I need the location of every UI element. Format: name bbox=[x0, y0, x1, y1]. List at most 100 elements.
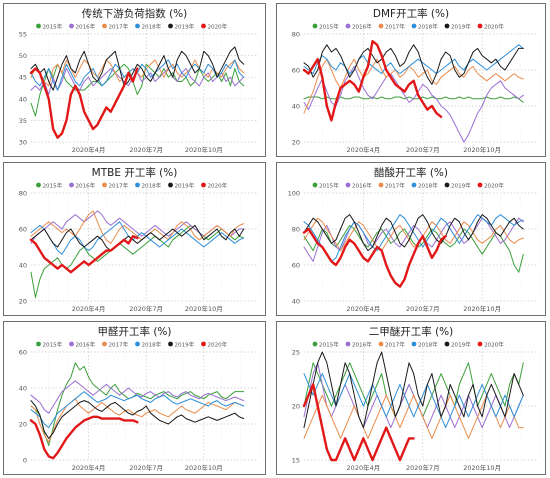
y-tick-label: 60 bbox=[292, 67, 300, 75]
legend-item: 2018年 bbox=[411, 182, 438, 190]
legend-item: 2020年 bbox=[477, 23, 504, 31]
legend-item: 2016年 bbox=[345, 341, 372, 349]
y-tick-label: 40 bbox=[292, 298, 300, 306]
series-line-2015年 bbox=[30, 63, 245, 117]
legend-item: 2017年 bbox=[102, 182, 129, 190]
legend-marker bbox=[102, 182, 107, 188]
y-tick-label: 0 bbox=[23, 457, 27, 465]
legend-marker bbox=[312, 341, 318, 347]
legend-item: 2018年 bbox=[411, 23, 438, 31]
x-tick-label: 2020年10月 bbox=[185, 145, 223, 154]
chart-panel-dimethyl-ether-operating-rate: 二甲醚开工率 (%) 2015年 2016年 2017年 2018年 2019年 2020年… bbox=[276, 321, 546, 475]
series-line-2017年 bbox=[303, 217, 524, 252]
legend-label: 2020年 bbox=[484, 341, 504, 349]
legend-label: 2018年 bbox=[418, 23, 438, 31]
y-tick-label: 20 bbox=[292, 139, 300, 147]
series-line-2018年 bbox=[303, 214, 524, 262]
x-tick-label: 2020年4月 bbox=[347, 304, 381, 313]
legend-item: 2019年 bbox=[444, 23, 471, 31]
chart-svg: MTBE 开工率 (%)2015年 2016年 2017年 2018年 2019年 202… bbox=[19, 166, 261, 313]
series-line-2020年 bbox=[29, 234, 139, 274]
legend-marker bbox=[411, 182, 417, 188]
legend-marker bbox=[345, 23, 351, 29]
legend-label: 2016年 bbox=[352, 23, 372, 31]
legend-item: 2017年 bbox=[102, 23, 129, 31]
y-tick-label: 80 bbox=[19, 190, 27, 198]
y-tick-label: 60 bbox=[19, 349, 27, 357]
series-line-2020年 bbox=[302, 383, 415, 462]
series-line-2018年 bbox=[30, 391, 245, 429]
legend-marker bbox=[102, 341, 107, 347]
x-tick-label: 2020年4月 bbox=[72, 463, 106, 472]
y-tick-label: 40 bbox=[19, 385, 27, 393]
chart-title: 传统下游负荷指数 (%) bbox=[82, 7, 188, 20]
y-tick-label: 40 bbox=[19, 262, 27, 270]
y-tick-label: 80 bbox=[292, 226, 300, 234]
legend-marker bbox=[201, 182, 206, 188]
x-tick-label: 2020年7月 bbox=[406, 304, 440, 313]
legend-item: 2016年 bbox=[69, 23, 96, 31]
legend-item: 2020年 bbox=[477, 341, 504, 349]
legend-label: 2020年 bbox=[484, 23, 504, 31]
chart-title: DMF开工率 (%) bbox=[373, 7, 449, 20]
legend-item: 2016年 bbox=[69, 341, 96, 349]
legend-label: 2018年 bbox=[142, 23, 162, 31]
y-tick-label: 30 bbox=[19, 139, 27, 147]
chart-panel-acetic-acid-operating-rate: 醋酸开工率 (%) 2015年 2016年 2017年 2018年 2019年 2020年 4… bbox=[276, 162, 546, 316]
legend-label: 2015年 bbox=[43, 23, 63, 31]
chart-panel-dmf-operating-rate: DMF开工率 (%) 2015年 2016年 2017年 2018年 2019年 2020年… bbox=[276, 3, 546, 157]
x-tick-label: 2020年10月 bbox=[463, 463, 501, 472]
chart-panel-mtbe-operating-rate: MTBE 开工率 (%) 2015年 2016年 2017年 2018年 2019年 202… bbox=[3, 162, 266, 316]
legend-label: 2017年 bbox=[385, 341, 405, 349]
chart-svg: 二甲醚开工率 (%) 2015年 2016年 2017年 2018年 2019年 2020年… bbox=[292, 325, 541, 472]
legend-label: 2017年 bbox=[109, 182, 129, 190]
series-line-2017年 bbox=[30, 398, 245, 443]
legend-marker bbox=[201, 23, 206, 29]
legend-label: 2019年 bbox=[175, 182, 195, 190]
y-tick-label: 60 bbox=[292, 262, 300, 270]
legend-item: 2019年 bbox=[168, 23, 195, 31]
legend-marker bbox=[135, 341, 140, 347]
y-tick-label: 50 bbox=[19, 52, 27, 60]
series-line-2019年 bbox=[30, 224, 245, 252]
legend-marker bbox=[444, 182, 450, 188]
series-line-2020年 bbox=[302, 227, 447, 288]
y-tick-label: 25 bbox=[292, 349, 300, 357]
y-tick-label: 55 bbox=[19, 31, 27, 39]
series-line-2019年 bbox=[303, 214, 524, 252]
legend-label: 2017年 bbox=[385, 182, 405, 190]
legend-item: 2016年 bbox=[69, 182, 96, 190]
legend-marker bbox=[378, 23, 384, 29]
x-tick-label: 2020年10月 bbox=[185, 463, 223, 472]
x-tick-label: 2020年7月 bbox=[129, 145, 163, 154]
series-line-2019年 bbox=[30, 46, 245, 91]
legend-item: 2018年 bbox=[135, 182, 162, 190]
legend-label: 2015年 bbox=[319, 182, 339, 190]
legend-item: 2018年 bbox=[135, 341, 162, 349]
legend-label: 2015年 bbox=[319, 341, 339, 349]
y-tick-label: 80 bbox=[292, 31, 300, 39]
legend-label: 2015年 bbox=[43, 341, 63, 349]
series-line-2015年 bbox=[30, 362, 245, 447]
legend-item: 2018年 bbox=[135, 23, 162, 31]
legend-label: 2018年 bbox=[418, 341, 438, 349]
legend-label: 2016年 bbox=[76, 23, 96, 31]
legend-label: 2015年 bbox=[43, 182, 63, 190]
series-line-2020年 bbox=[29, 415, 139, 460]
series-line-2015年 bbox=[303, 224, 524, 273]
chart-title: 二甲醚开工率 (%) bbox=[369, 325, 454, 338]
legend-label: 2019年 bbox=[175, 23, 195, 31]
legend-marker bbox=[378, 341, 384, 347]
x-tick-label: 2020年10月 bbox=[185, 304, 223, 313]
series-line-2019年 bbox=[30, 400, 245, 439]
legend-item: 2019年 bbox=[444, 341, 471, 349]
y-tick-label: 40 bbox=[19, 95, 27, 103]
legend-item: 2020年 bbox=[477, 182, 504, 190]
legend-item: 2015年 bbox=[312, 341, 339, 349]
chart-svg: 醋酸开工率 (%)2015年 2016年 2017年 2018年 2019年 2020年4… bbox=[288, 166, 541, 313]
x-tick-label: 2020年10月 bbox=[463, 145, 501, 154]
legend-item: 2015年 bbox=[312, 182, 339, 190]
legend-marker bbox=[135, 23, 140, 29]
legend-label: 2020年 bbox=[208, 341, 228, 349]
legend-label: 2018年 bbox=[418, 182, 438, 190]
